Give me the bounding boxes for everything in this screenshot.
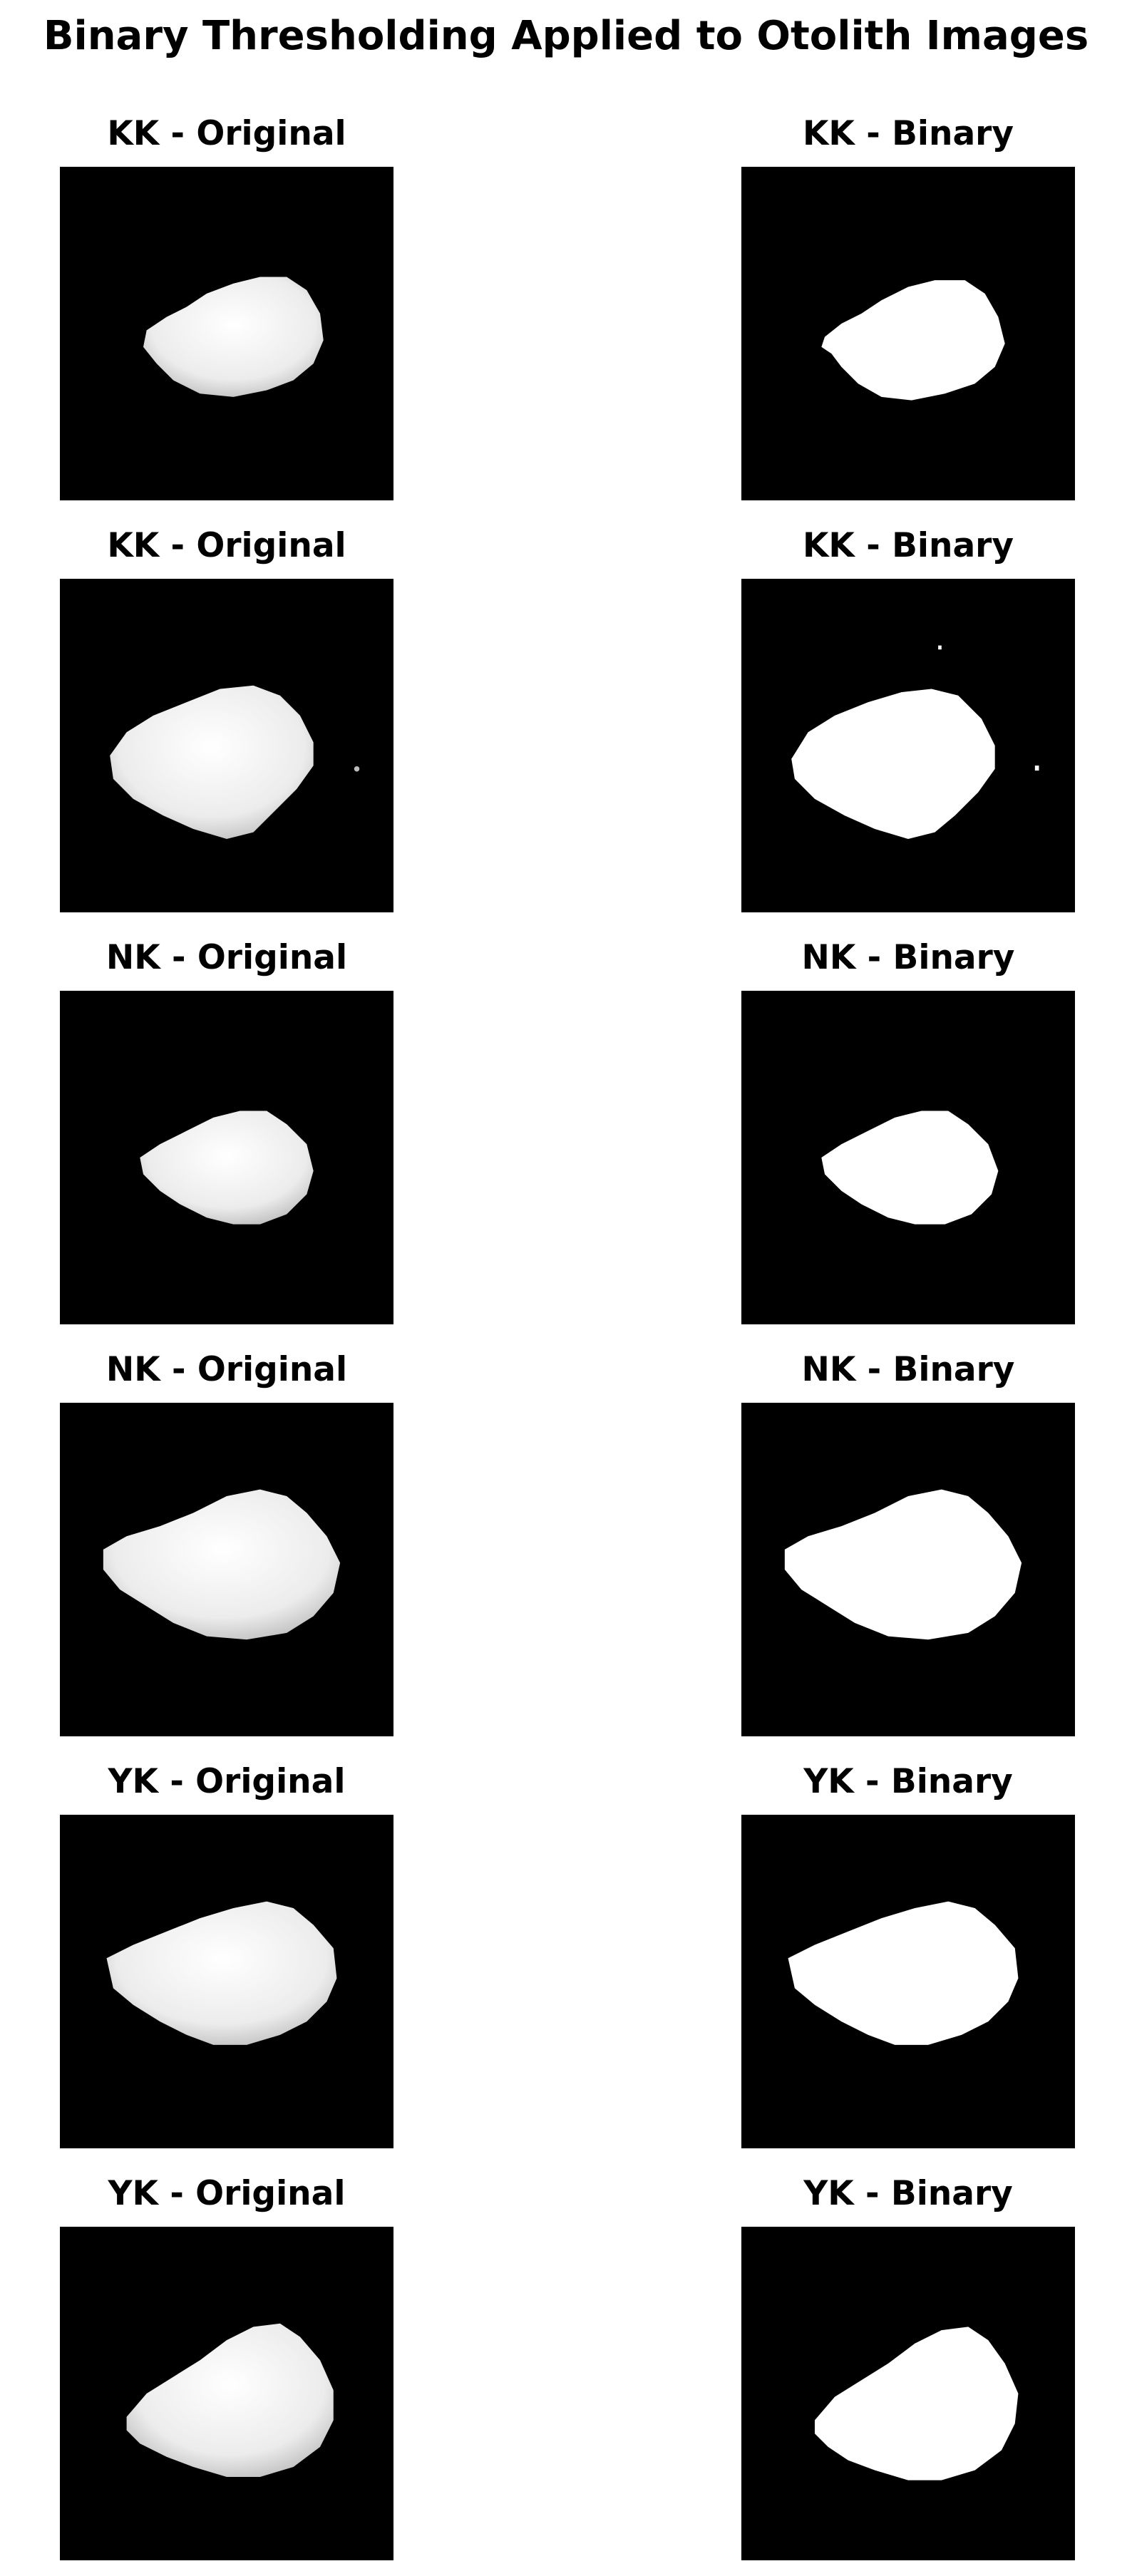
panel-title: YK - Original <box>108 2174 346 2213</box>
otolith-original-image <box>60 167 393 500</box>
otolith-original-image <box>60 991 393 1324</box>
panel-title: KK - Binary <box>803 114 1014 153</box>
otolith-original-image <box>60 1403 393 1736</box>
panel-title: YK - Binary <box>803 2174 1013 2213</box>
otolith-binary-image <box>741 1403 1075 1736</box>
panel-title: YK - Binary <box>803 1762 1013 1801</box>
panel-title: KK - Original <box>107 526 346 565</box>
panel-title: YK - Original <box>108 1762 346 1801</box>
panel-title: NK - Binary <box>801 938 1015 977</box>
otolith-binary-image <box>741 991 1075 1324</box>
otolith-binary-image <box>741 1815 1075 2148</box>
panel-title: KK - Binary <box>803 526 1014 565</box>
otolith-binary-image <box>741 2227 1075 2560</box>
panel-title: NK - Original <box>106 1350 348 1389</box>
otolith-original-image <box>60 579 393 912</box>
otolith-original-image <box>60 2227 393 2560</box>
panel-title: KK - Original <box>107 114 346 153</box>
figure-title: Binary Thresholding Applied to Otolith I… <box>43 13 1089 59</box>
panel-title: NK - Original <box>106 938 348 977</box>
panel-title: NK - Binary <box>801 1350 1015 1389</box>
otolith-binary-image <box>741 579 1075 912</box>
otolith-binary-image <box>741 167 1075 500</box>
otolith-original-image <box>60 1815 393 2148</box>
